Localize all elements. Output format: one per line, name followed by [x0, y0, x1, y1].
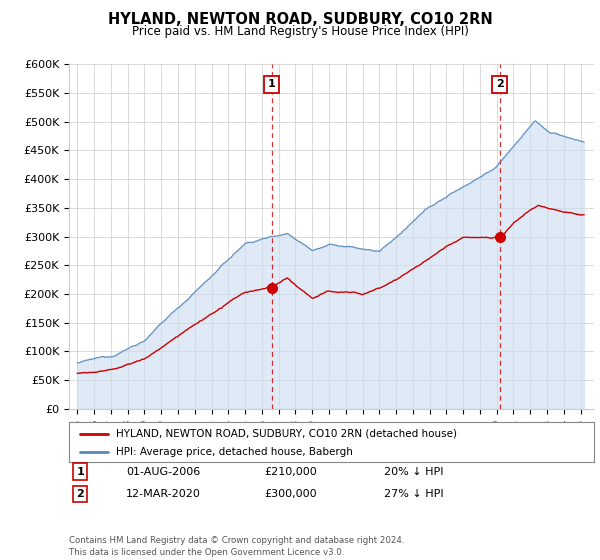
- Text: HYLAND, NEWTON ROAD, SUDBURY, CO10 2RN: HYLAND, NEWTON ROAD, SUDBURY, CO10 2RN: [107, 12, 493, 27]
- Text: 12-MAR-2020: 12-MAR-2020: [126, 489, 201, 499]
- Text: £210,000: £210,000: [264, 466, 317, 477]
- Text: 2: 2: [496, 80, 504, 90]
- Text: 2: 2: [77, 489, 84, 499]
- Text: HYLAND, NEWTON ROAD, SUDBURY, CO10 2RN (detached house): HYLAND, NEWTON ROAD, SUDBURY, CO10 2RN (…: [116, 429, 457, 439]
- Text: Price paid vs. HM Land Registry's House Price Index (HPI): Price paid vs. HM Land Registry's House …: [131, 25, 469, 38]
- Text: 27% ↓ HPI: 27% ↓ HPI: [384, 489, 443, 499]
- Text: Contains HM Land Registry data © Crown copyright and database right 2024.
This d: Contains HM Land Registry data © Crown c…: [69, 536, 404, 557]
- Text: 1: 1: [268, 80, 275, 90]
- Text: 01-AUG-2006: 01-AUG-2006: [126, 466, 200, 477]
- Text: £300,000: £300,000: [264, 489, 317, 499]
- Text: 20% ↓ HPI: 20% ↓ HPI: [384, 466, 443, 477]
- Text: 1: 1: [77, 466, 84, 477]
- Text: HPI: Average price, detached house, Babergh: HPI: Average price, detached house, Babe…: [116, 447, 353, 457]
